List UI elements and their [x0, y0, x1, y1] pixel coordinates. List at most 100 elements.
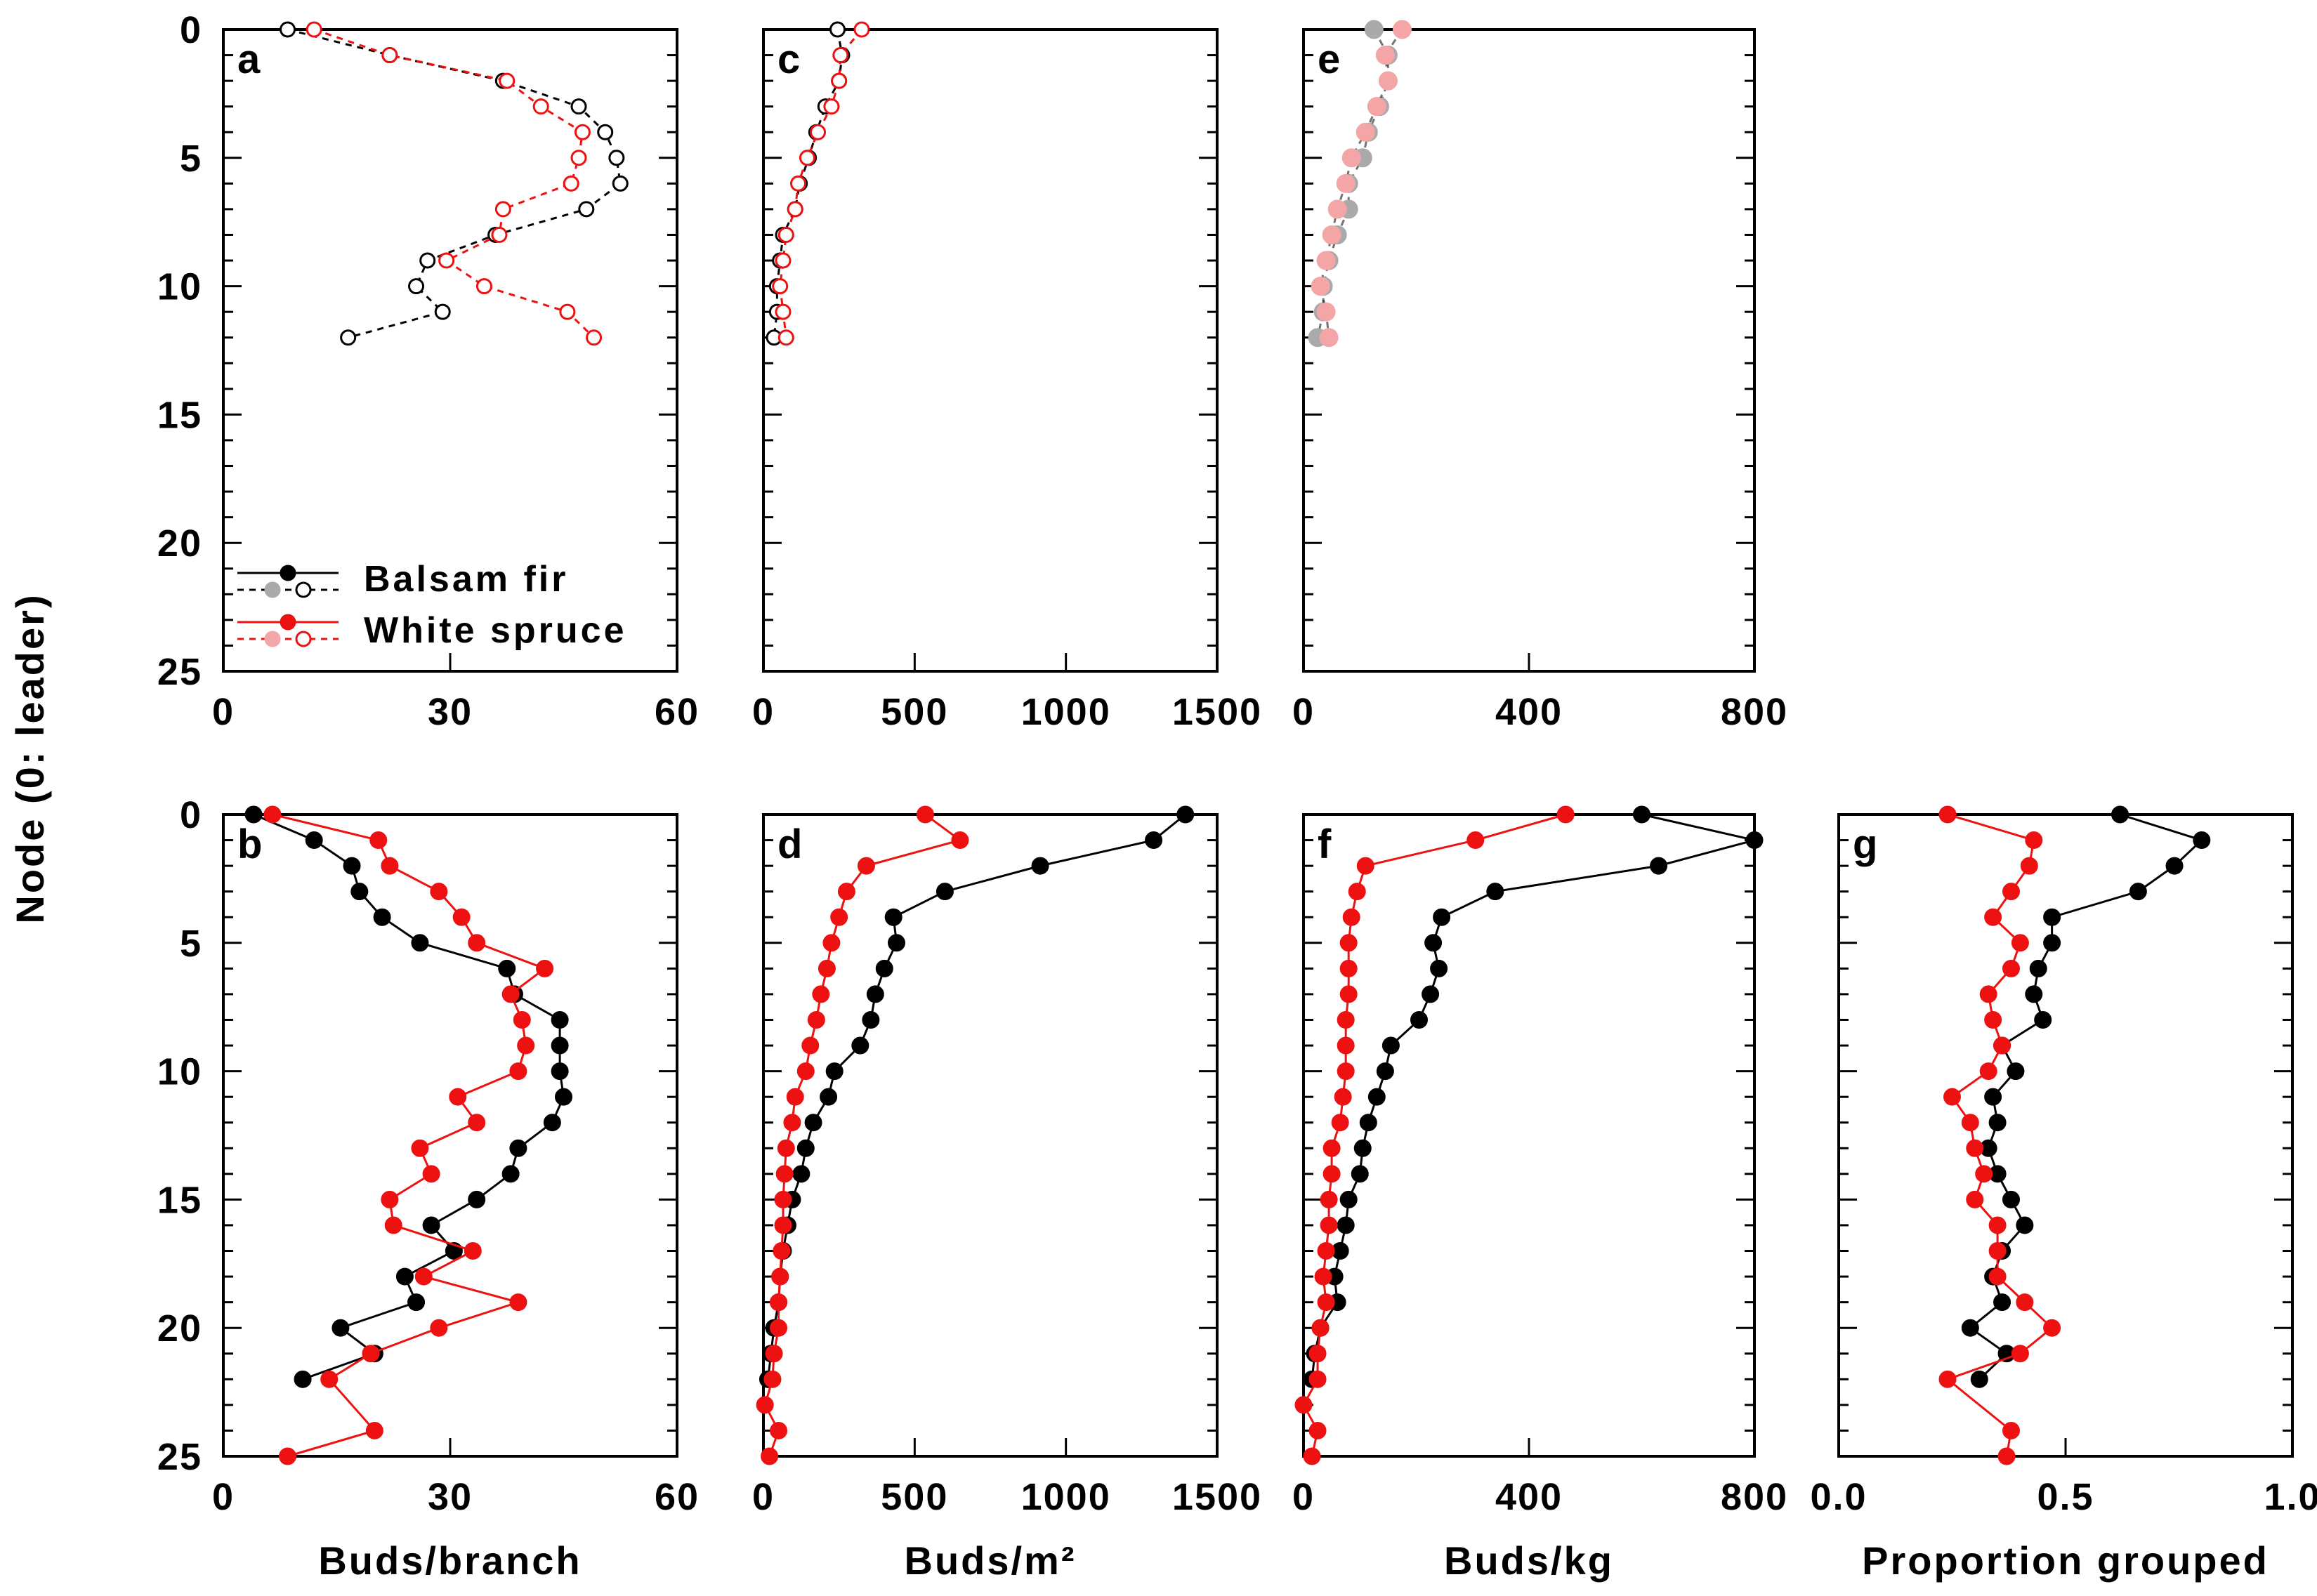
data-point-white-spruce [1943, 1088, 1961, 1106]
panel-letter: g [1853, 822, 1877, 867]
data-point-white-spruce [832, 47, 849, 64]
data-point-balsam-fir [796, 1139, 815, 1157]
data-point-white-spruce [422, 1165, 440, 1183]
data-point-balsam-fir [1970, 1370, 1988, 1388]
data-point-white-spruce [1311, 277, 1330, 296]
x-tick-label: 0 [1292, 691, 1315, 733]
data-point-white-spruce [1342, 908, 1360, 926]
legend-marker-spruce-light [264, 631, 281, 647]
data-point-white-spruce [796, 1062, 815, 1081]
x-tick-label: 500 [881, 691, 948, 733]
data-point-balsam-fir [305, 831, 323, 850]
x-tick-label: 30 [428, 1476, 473, 1518]
data-point-white-spruce [1367, 97, 1386, 117]
y-tick-label: 0 [180, 794, 202, 836]
legend-marker-balsam-filled [280, 565, 296, 581]
data-point-white-spruce [775, 303, 792, 320]
legend-marker-balsam-light [264, 581, 281, 598]
data-point-balsam-fir [570, 98, 587, 115]
data-point-white-spruce [1337, 1010, 1355, 1029]
x-tick-label: 1500 [1172, 691, 1262, 733]
data-point-white-spruce [430, 883, 448, 901]
data-point-white-spruce [1294, 1396, 1313, 1414]
data-point-balsam-fir [578, 201, 595, 218]
data-point-balsam-fir [1961, 1319, 1979, 1337]
data-point-white-spruce [2002, 1421, 2020, 1439]
data-point-white-spruce [1327, 199, 1347, 219]
data-point-white-spruce [1337, 1036, 1355, 1055]
data-point-white-spruce [586, 329, 603, 346]
y-tick-label: 5 [180, 138, 202, 180]
data-point-white-spruce [2025, 831, 2043, 850]
data-point-white-spruce [763, 1370, 782, 1388]
data-point-white-spruce [1317, 1242, 1335, 1260]
data-point-balsam-fir [1424, 934, 1443, 952]
data-point-white-spruce [365, 1421, 383, 1439]
y-tick-label: 25 [157, 1436, 202, 1478]
y-tick-label: 0 [180, 9, 202, 51]
data-point-balsam-fir [422, 1216, 440, 1234]
data-point-white-spruce [831, 72, 848, 89]
data-point-white-spruce [1979, 985, 1997, 1003]
data-point-white-spruce [449, 1088, 467, 1106]
data-point-balsam-fir [792, 1165, 810, 1183]
data-point-white-spruce [1320, 1190, 1338, 1208]
y-tick-label: 20 [157, 1307, 202, 1350]
data-point-white-spruce [438, 252, 455, 269]
series-line-white-spruce [313, 28, 595, 338]
data-point-balsam-fir [597, 124, 614, 140]
data-point-white-spruce [1984, 908, 2002, 926]
data-point-white-spruce [1356, 122, 1375, 142]
data-point-white-spruce [761, 1447, 779, 1465]
data-point-balsam-fir [294, 1370, 312, 1388]
data-point-balsam-fir [468, 1190, 486, 1208]
data-point-balsam-fir [1351, 1165, 1369, 1183]
legend-marker-balsam-open [295, 581, 312, 598]
data-point-white-spruce [771, 1267, 789, 1286]
data-point-balsam-fir [2043, 908, 2061, 926]
data-point-white-spruce [362, 1345, 380, 1363]
data-point-white-spruce [430, 1319, 448, 1337]
data-point-balsam-fir [244, 805, 263, 824]
data-point-balsam-fir [2002, 1190, 2020, 1208]
panel-d: 0 500 1000 1500 Buds/m² d [752, 805, 1261, 1583]
data-point-balsam-fir [1650, 857, 1668, 875]
data-point-white-spruce [2011, 1345, 2029, 1363]
panel-e: 0 400 800 e [1292, 20, 1787, 733]
data-point-balsam-fir [2111, 805, 2129, 824]
data-point-white-spruce [830, 908, 848, 926]
data-point-balsam-fir [551, 1010, 569, 1029]
data-point-white-spruce [857, 857, 875, 875]
series-line-white-spruce [1945, 813, 2054, 1457]
y-tick-label: 10 [157, 266, 202, 308]
data-point-white-spruce [475, 278, 492, 295]
data-point-white-spruce [837, 883, 855, 901]
data-point-white-spruce [775, 252, 792, 269]
data-point-white-spruce [1378, 71, 1398, 91]
data-point-white-spruce [468, 1114, 486, 1132]
data-point-white-spruce [1314, 1267, 1332, 1286]
data-point-white-spruce [381, 47, 398, 64]
data-point-white-spruce [1308, 1370, 1327, 1388]
data-point-balsam-fir [820, 1088, 838, 1106]
data-point-white-spruce [279, 1447, 297, 1465]
data-point-white-spruce [772, 278, 789, 295]
y-tick-label: 20 [157, 522, 202, 565]
plot-frame [762, 28, 1219, 673]
legend-marker-spruce-filled [280, 614, 296, 631]
data-point-balsam-fir [411, 934, 429, 952]
data-point-white-spruce [770, 1293, 788, 1312]
data-point-white-spruce [786, 1088, 804, 1106]
data-point-balsam-fir [825, 1062, 844, 1081]
data-point-white-spruce [501, 985, 520, 1003]
data-point-balsam-fir [1364, 20, 1384, 39]
series-line-white-spruce [1302, 813, 1566, 1457]
data-point-white-spruce [770, 1319, 788, 1337]
data-point-white-spruce [1322, 1165, 1341, 1183]
y-tick-label: 25 [157, 651, 202, 693]
data-point-white-spruce [499, 72, 516, 89]
x-tick-label: 0 [752, 691, 775, 733]
data-point-balsam-fir [804, 1114, 822, 1132]
data-point-white-spruce [1331, 1114, 1349, 1132]
data-point-balsam-fir [2029, 959, 2047, 977]
